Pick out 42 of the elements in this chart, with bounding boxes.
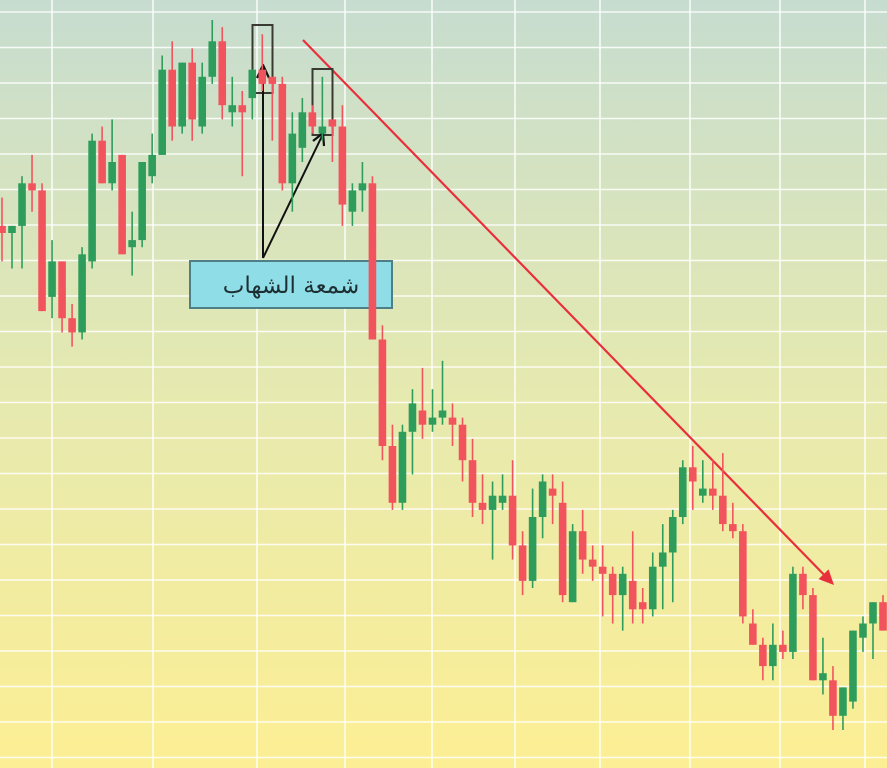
candlestick	[358, 161, 366, 212]
candlestick	[228, 76, 236, 128]
candlestick	[608, 566, 616, 624]
candlestick	[68, 303, 76, 348]
candlestick	[769, 622, 777, 682]
candlestick	[428, 388, 436, 433]
candlestick	[688, 445, 697, 511]
candlestick	[418, 367, 426, 440]
candlestick	[749, 608, 757, 646]
candlestick	[498, 474, 506, 511]
candlestick	[779, 630, 787, 660]
candlestick	[268, 76, 276, 142]
candlestick	[729, 502, 737, 540]
candlestick	[328, 118, 336, 163]
candlestick	[8, 225, 16, 270]
candlestick	[348, 182, 356, 227]
candlestick	[448, 402, 456, 447]
candlestick	[638, 587, 647, 624]
candlestick	[438, 360, 446, 426]
candlestick	[478, 474, 486, 525]
candlestick	[588, 544, 596, 582]
candlestick	[548, 474, 556, 525]
candlestick	[819, 636, 827, 696]
candlestick	[709, 459, 717, 511]
candlestick	[869, 601, 877, 660]
candlestick	[488, 480, 496, 560]
candlestick	[658, 523, 667, 610]
candlestick	[108, 118, 116, 192]
candlestick	[618, 566, 627, 632]
candlestick	[308, 104, 316, 134]
candlestick	[128, 210, 136, 276]
candlestick	[799, 566, 807, 610]
candlestick	[258, 33, 266, 92]
candlestick	[318, 76, 326, 142]
candlestick	[698, 459, 707, 504]
candlestick	[148, 132, 156, 184]
candlestick	[28, 154, 36, 212]
annotation: شمعة الشهاب	[222, 273, 360, 299]
candlestick	[238, 90, 246, 177]
candlestick	[598, 544, 606, 618]
candlestick	[759, 636, 767, 682]
candlestick	[859, 616, 867, 653]
